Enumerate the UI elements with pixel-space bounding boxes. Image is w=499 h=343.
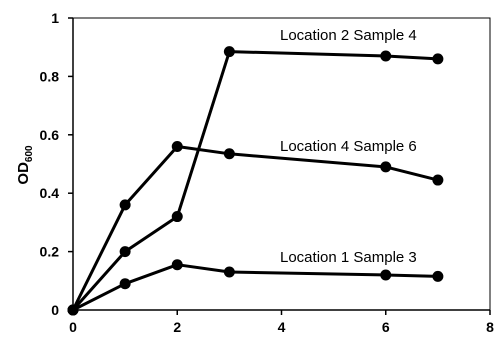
plot-area-frame bbox=[72, 17, 491, 311]
y-axis-title-subscript: 600 bbox=[24, 145, 35, 162]
data-point-location-1-sample-3 bbox=[432, 270, 444, 282]
data-point-location-4-sample-6 bbox=[432, 174, 444, 186]
x-axis: 0 2 4 6 8 bbox=[69, 310, 494, 335]
data-point-location-4-sample-6 bbox=[380, 161, 392, 173]
y-axis-title-main: OD bbox=[15, 162, 32, 185]
y-tick-label: 0 bbox=[51, 302, 59, 318]
data-point-location-2-sample-4 bbox=[119, 246, 131, 258]
x-tick-label: 8 bbox=[486, 319, 494, 335]
x-tick-label: 2 bbox=[173, 319, 181, 335]
data-point-location-2-sample-4 bbox=[432, 53, 444, 65]
y-axis: 0 0.2 0.4 0.6 0.8 1 bbox=[40, 10, 73, 318]
data-point-location-4-sample-6 bbox=[223, 148, 235, 160]
data-point-location-2-sample-4 bbox=[223, 46, 235, 58]
series-points bbox=[67, 46, 444, 316]
data-point-location-4-sample-6 bbox=[171, 140, 183, 152]
data-point-location-1-sample-3 bbox=[223, 266, 235, 278]
series-line-location-1-sample-3 bbox=[71, 263, 440, 312]
series-label-location-1-sample-3: Location 1 Sample 3 bbox=[280, 249, 417, 266]
x-tick-label: 4 bbox=[278, 319, 286, 335]
series-label-location-4-sample-6: Location 4 Sample 6 bbox=[280, 138, 417, 155]
series-label-location-2-sample-4: Location 2 Sample 4 bbox=[280, 27, 417, 44]
series-line-location-4-sample-6 bbox=[71, 145, 440, 312]
x-tick-label: 0 bbox=[69, 319, 77, 335]
x-tick-label: 6 bbox=[382, 319, 390, 335]
y-tick-label: 1 bbox=[51, 10, 59, 26]
y-tick-label: 0.2 bbox=[40, 244, 60, 260]
data-point-location-2-sample-4 bbox=[171, 211, 183, 223]
data-point-location-4-sample-6 bbox=[119, 199, 131, 211]
y-tick-label: 0.6 bbox=[40, 127, 60, 143]
data-point-location-2-sample-4 bbox=[380, 50, 392, 62]
data-point-location-1-sample-3 bbox=[67, 304, 79, 316]
y-tick-label: 0.8 bbox=[40, 68, 60, 84]
y-tick-label: 0.4 bbox=[40, 185, 60, 201]
series-labels: Location 2 Sample 4 Location 4 Sample 6 Lo… bbox=[280, 27, 417, 266]
data-point-location-1-sample-3 bbox=[380, 269, 392, 281]
data-point-location-1-sample-3 bbox=[171, 259, 183, 271]
series-line-location-2-sample-4 bbox=[71, 50, 440, 312]
data-point-location-1-sample-3 bbox=[119, 278, 131, 290]
y-axis-title: OD600 bbox=[15, 145, 35, 185]
series-lines bbox=[71, 50, 440, 312]
